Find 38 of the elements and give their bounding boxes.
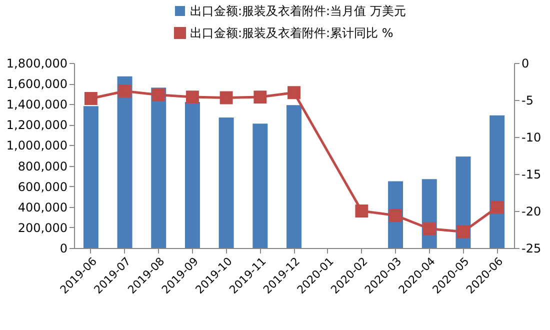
legend-label: 出口金额:服装及衣着附件:当月值 万美元: [190, 4, 406, 18]
point: [220, 91, 233, 104]
y-tick-label: 400,000: [18, 200, 68, 214]
y2-tick-label: -20: [522, 204, 542, 218]
bar: [252, 124, 268, 248]
y-tick-label: 1,600,000: [6, 77, 68, 92]
bar: [151, 88, 166, 248]
y2-tick-label: -15: [522, 168, 542, 182]
point: [118, 84, 132, 98]
y2-tick-label: -25: [522, 242, 542, 256]
y-tick-label: 1,400,000: [6, 98, 68, 112]
point: [456, 225, 470, 238]
y-tick-label: 1,000,000: [6, 138, 68, 153]
y-tick-label: 0: [60, 242, 68, 256]
point: [84, 92, 98, 105]
bar: [184, 102, 200, 248]
y-tick-label: 1,800,000: [6, 56, 68, 70]
bar: [286, 105, 302, 248]
point: [288, 86, 300, 100]
bar: [117, 76, 132, 248]
y2-tick-label: 0: [522, 56, 530, 70]
legend-label: 出口金额:服装及衣着附件:累计同比 %: [190, 26, 394, 40]
y-tick-label: 600,000: [18, 180, 68, 194]
point: [254, 90, 267, 104]
point: [422, 222, 436, 236]
y2-tick-label: -5: [522, 94, 534, 108]
y2-tick-label: -10: [522, 130, 542, 144]
point: [389, 208, 402, 222]
bar: [218, 117, 234, 248]
point: [186, 90, 199, 104]
point: [152, 88, 166, 102]
y-tick-label: 1,200,000: [6, 118, 68, 132]
bar: [490, 115, 505, 248]
point: [490, 200, 504, 214]
y-tick-label: 200,000: [18, 220, 68, 235]
point: [355, 204, 368, 218]
y-tick-label: 800,000: [18, 159, 68, 174]
bar: [83, 106, 98, 248]
